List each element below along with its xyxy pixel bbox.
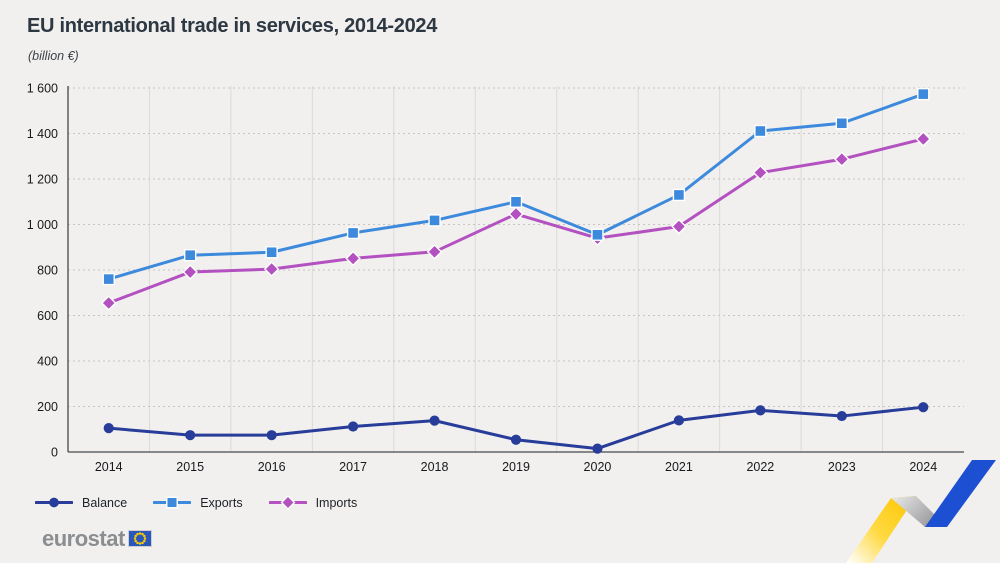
legend-item-imports: Imports [268, 495, 358, 510]
chart-subtitle: (billion €) [28, 49, 79, 63]
flag-star [138, 532, 142, 535]
legend-label: Imports [315, 495, 358, 510]
legend-item-exports: Exports [153, 495, 243, 510]
eurostat-wordmark: eurostat [42, 526, 125, 551]
legend-marker-circle [35, 497, 73, 508]
flag-star [141, 532, 144, 536]
y-tick-label: 800 [37, 263, 58, 277]
data-point-marker [346, 226, 360, 240]
data-point-marker [49, 497, 59, 508]
data-point-marker [591, 228, 604, 241]
y-tick-label: 200 [37, 400, 58, 414]
x-tick-label: 2024 [909, 460, 937, 474]
eu-flag-icon [127, 530, 152, 547]
data-point-marker [671, 218, 687, 235]
axes [67, 86, 964, 453]
y-tick-label: 1 600 [27, 81, 58, 95]
legend-marker-square [153, 496, 192, 509]
y-tick-label: 0 [51, 445, 58, 459]
data-point-marker [345, 250, 361, 267]
x-tick-label: 2020 [584, 460, 612, 474]
flag-star [141, 541, 144, 545]
data-point-marker [834, 151, 850, 167]
x-tick-label: 2019 [502, 460, 530, 474]
legend-label: Exports [200, 495, 243, 510]
flag-star [138, 542, 142, 545]
zigzag-blue-segment [925, 460, 996, 527]
flag-star [143, 537, 147, 540]
chart-legend: Balance Exports Imports [35, 495, 357, 510]
data-point-marker [265, 246, 278, 259]
legend-label: Balance [82, 495, 128, 510]
data-point-marker [280, 495, 296, 510]
flag-star [136, 541, 139, 545]
data-point-marker [347, 421, 359, 432]
data-point-marker [755, 405, 766, 416]
legend-item-balance: Balance [35, 495, 127, 510]
data-point-marker [428, 214, 441, 227]
x-tick-label: 2018 [421, 460, 449, 474]
legend-marker-diamond [268, 495, 307, 510]
y-tick-label: 1 200 [27, 172, 58, 186]
series-imports [100, 131, 932, 311]
flag-star [133, 537, 137, 540]
series-exports [102, 87, 930, 286]
flag-star [136, 532, 139, 536]
flag-star [134, 539, 137, 543]
data-point-marker [918, 402, 929, 413]
data-point-marker [672, 188, 686, 202]
x-tick-label: 2023 [828, 460, 856, 474]
data-point-marker [102, 272, 115, 286]
data-point-marker [915, 131, 932, 147]
data-point-marker [835, 117, 849, 130]
gridlines [68, 86, 964, 452]
y-tick-label: 1 000 [27, 218, 58, 232]
data-point-marker [508, 206, 524, 222]
x-tick-label: 2017 [339, 460, 367, 474]
y-axis-labels: 0 200 400 600 800 1 000 1 200 1 400 1 600 [27, 81, 58, 459]
data-point-marker [754, 124, 767, 138]
flag-star [134, 534, 137, 538]
data-point-marker [182, 264, 198, 280]
data-point-marker [509, 195, 523, 208]
y-tick-label: 600 [37, 309, 58, 323]
x-tick-label: 2016 [258, 460, 286, 474]
data-point-marker [917, 87, 930, 101]
y-tick-label: 1 400 [27, 127, 58, 141]
x-tick-label: 2014 [95, 460, 123, 474]
data-point-marker [426, 244, 443, 260]
x-axis-labels: 2014 2015 2016 2017 2018 2019 2020 2021 2022 2023… [95, 460, 937, 474]
x-tick-label: 2015 [176, 460, 204, 474]
series-balance [103, 402, 929, 454]
eurostat-logo: eurostat [42, 528, 153, 550]
data-point-marker [429, 415, 440, 426]
data-point-marker [752, 164, 769, 181]
data-point-marker [185, 430, 196, 441]
data-point-marker [103, 423, 114, 434]
data-point-marker [510, 434, 522, 445]
data-point-marker [100, 295, 117, 311]
data-point-marker [183, 249, 197, 262]
zigzag-yellow-segment [846, 496, 916, 563]
zigzag-decoration [846, 460, 996, 563]
data-point-marker [266, 430, 277, 441]
flag-star [142, 539, 146, 543]
flag-star [142, 534, 146, 538]
chart-title: EU international trade in services, 2014… [27, 15, 438, 37]
data-point-marker [166, 496, 179, 509]
x-tick-label: 2021 [665, 460, 693, 474]
data-point-marker [836, 410, 847, 422]
data-point-marker [592, 443, 603, 454]
data-point-marker [263, 261, 280, 277]
y-tick-label: 400 [37, 354, 58, 368]
x-tick-label: 2022 [746, 460, 774, 474]
data-point-marker [673, 415, 685, 426]
